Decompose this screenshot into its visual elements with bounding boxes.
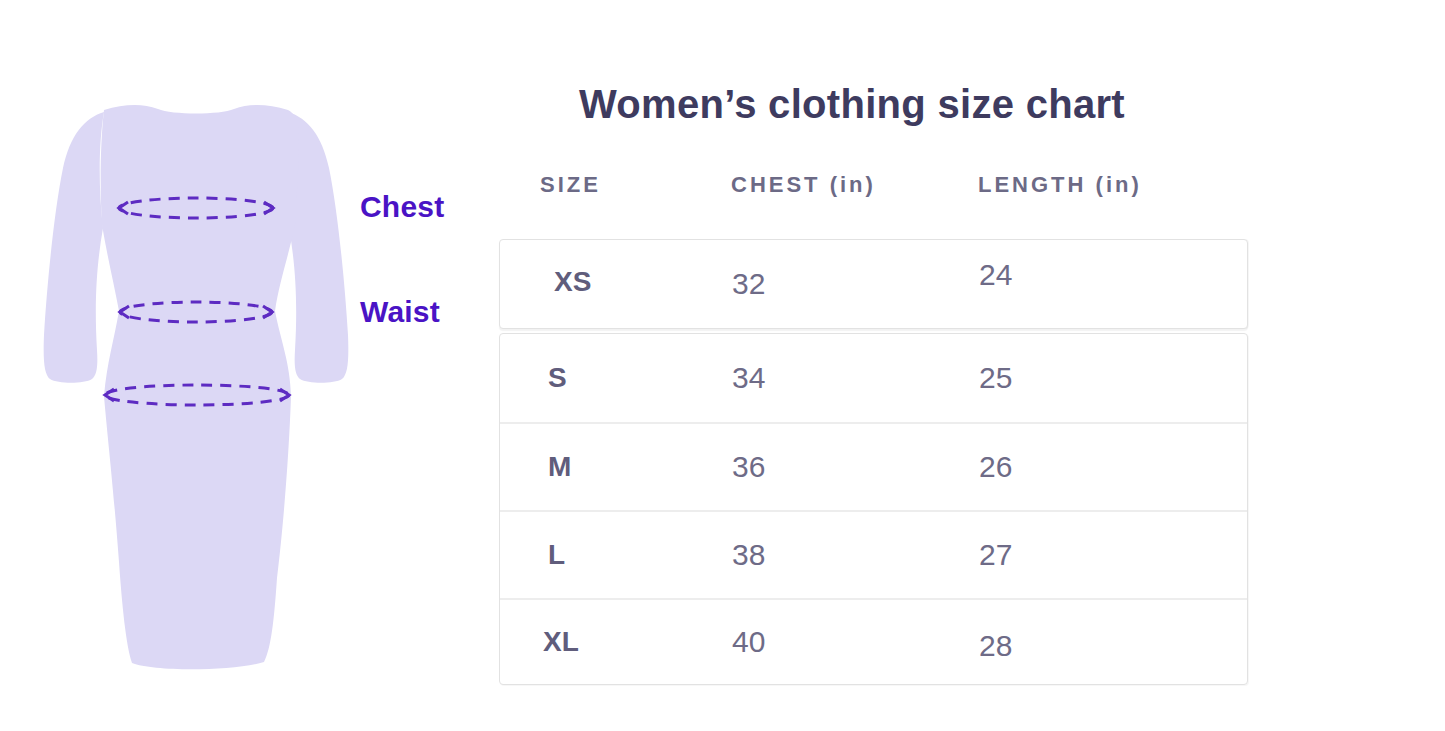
page-title: Women’s clothing size chart (499, 82, 1205, 127)
chest-cell: 34 (732, 361, 979, 395)
size-table-box-xs: XS 32 24 (499, 239, 1248, 329)
chest-cell: 32 (732, 267, 979, 301)
chest-cell: 36 (732, 450, 979, 484)
table-row: S 34 25 (500, 334, 1247, 422)
page: Chest Waist Women’s clothing size chart … (0, 0, 1445, 731)
chest-cell: 38 (732, 538, 979, 572)
table-header: SIZE CHEST (in) LENGTH (in) (499, 172, 1248, 198)
length-cell: 24 (979, 258, 1247, 292)
length-cell: 25 (979, 361, 1247, 395)
table-row: M 36 26 (500, 422, 1247, 510)
column-header-size: SIZE (540, 172, 731, 198)
size-cell: M (541, 451, 732, 483)
size-cell: XS (547, 266, 738, 298)
size-cell: S (541, 362, 732, 394)
length-cell: 28 (979, 629, 1247, 663)
size-table-box-main: S 34 25 M 36 26 L 38 27 XL 40 28 (499, 333, 1248, 685)
table-row: L 38 27 (500, 510, 1247, 598)
table-row: XS 32 24 (500, 240, 1247, 328)
dress-left-sleeve (44, 112, 104, 383)
chest-label: Chest (360, 190, 444, 224)
size-cell: L (541, 539, 732, 571)
length-cell: 27 (979, 538, 1247, 572)
column-header-chest: CHEST (in) (731, 172, 978, 198)
dress-illustration (0, 0, 460, 731)
waist-label: Waist (360, 295, 440, 329)
size-cell: XL (536, 626, 727, 658)
chest-cell: 40 (732, 625, 979, 659)
table-row: XL 40 28 (500, 598, 1247, 684)
length-cell: 26 (979, 450, 1247, 484)
column-header-length: LENGTH (in) (978, 172, 1248, 198)
